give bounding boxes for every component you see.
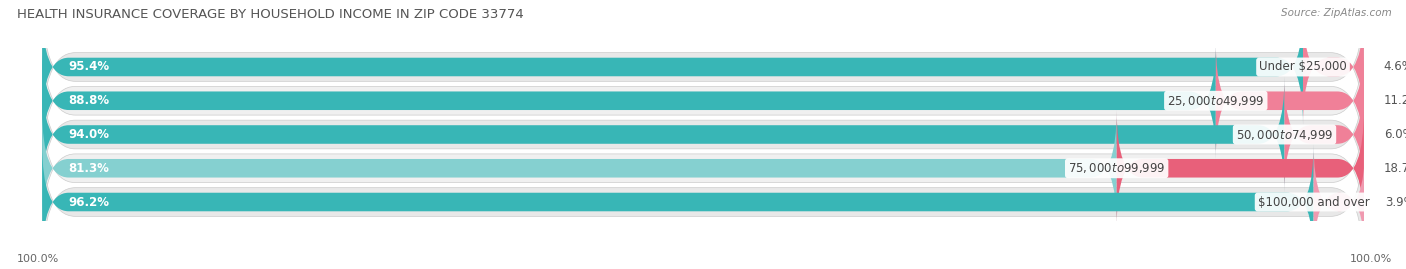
FancyBboxPatch shape (42, 110, 1116, 226)
Text: $50,000 to $74,999: $50,000 to $74,999 (1236, 128, 1333, 141)
FancyBboxPatch shape (42, 144, 1313, 260)
Text: 3.9%: 3.9% (1385, 196, 1406, 208)
Text: 94.0%: 94.0% (69, 128, 110, 141)
FancyBboxPatch shape (1216, 43, 1364, 159)
Text: 18.7%: 18.7% (1384, 162, 1406, 175)
FancyBboxPatch shape (42, 0, 1364, 137)
Text: $100,000 and over: $100,000 and over (1258, 196, 1369, 208)
Text: 4.6%: 4.6% (1384, 61, 1406, 73)
Text: 81.3%: 81.3% (69, 162, 110, 175)
Text: 100.0%: 100.0% (1350, 254, 1392, 264)
Text: Under $25,000: Under $25,000 (1260, 61, 1347, 73)
Text: $75,000 to $99,999: $75,000 to $99,999 (1069, 161, 1166, 175)
FancyBboxPatch shape (42, 76, 1285, 193)
FancyBboxPatch shape (1313, 144, 1365, 260)
Text: HEALTH INSURANCE COVERAGE BY HOUSEHOLD INCOME IN ZIP CODE 33774: HEALTH INSURANCE COVERAGE BY HOUSEHOLD I… (17, 8, 523, 21)
FancyBboxPatch shape (42, 65, 1364, 204)
FancyBboxPatch shape (42, 43, 1216, 159)
Text: 6.0%: 6.0% (1384, 128, 1406, 141)
FancyBboxPatch shape (42, 98, 1364, 238)
Text: Source: ZipAtlas.com: Source: ZipAtlas.com (1281, 8, 1392, 18)
Text: 96.2%: 96.2% (69, 196, 110, 208)
FancyBboxPatch shape (42, 132, 1364, 269)
Text: $25,000 to $49,999: $25,000 to $49,999 (1167, 94, 1264, 108)
FancyBboxPatch shape (42, 9, 1303, 125)
Text: 11.2%: 11.2% (1384, 94, 1406, 107)
FancyBboxPatch shape (1303, 9, 1364, 125)
FancyBboxPatch shape (42, 31, 1364, 171)
FancyBboxPatch shape (1116, 110, 1364, 226)
Text: 95.4%: 95.4% (69, 61, 110, 73)
Text: 100.0%: 100.0% (17, 254, 59, 264)
FancyBboxPatch shape (1285, 76, 1364, 193)
Text: 88.8%: 88.8% (69, 94, 110, 107)
